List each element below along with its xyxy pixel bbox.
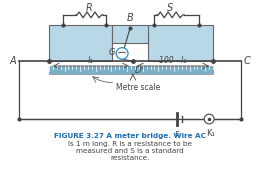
Text: Metre scale: Metre scale [116,83,160,92]
Text: S: S [167,3,174,13]
Bar [49,66,213,74]
Text: FIGURE 3.27 A meter bridge. Wire AC: FIGURE 3.27 A meter bridge. Wire AC [54,133,206,139]
Text: A: A [10,56,16,66]
Text: resistance.: resistance. [110,155,150,161]
Text: K₁: K₁ [206,129,214,138]
Circle shape [204,114,214,124]
Text: l₁: l₁ [88,56,94,65]
Bar [49,25,112,61]
Bar [112,25,148,43]
Circle shape [116,48,128,59]
Text: ε: ε [174,129,179,138]
Text: measured and S is a standard: measured and S is a standard [76,148,184,154]
Text: C: C [244,56,251,66]
Bar [148,25,213,61]
Text: 100 - l₁: 100 - l₁ [159,56,187,65]
Text: R: R [86,3,93,13]
Text: B: B [127,13,133,23]
Text: D: D [135,66,141,75]
Text: G: G [109,48,115,57]
Text: is 1 m long. R is a resistance to be: is 1 m long. R is a resistance to be [68,141,192,147]
